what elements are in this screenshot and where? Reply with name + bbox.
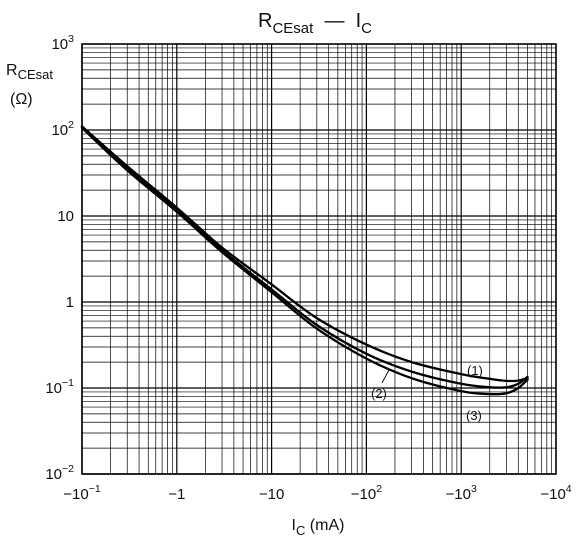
x-tick-label: −103: [446, 483, 477, 503]
xlabel-unit: (mA): [305, 517, 344, 534]
title-main-sub: CEsat: [272, 20, 314, 37]
title-var-sub: C: [361, 20, 372, 37]
title-var: I: [356, 10, 362, 32]
series-2-label: (2): [371, 386, 387, 401]
x-tick-label: −104: [540, 483, 571, 503]
x-tick-label: −10−1: [63, 483, 101, 503]
x-tick-label: −1: [168, 486, 185, 503]
y-tick-label: 103: [51, 33, 74, 53]
ylabel-sub: CEsat: [18, 67, 54, 82]
y-tick-label: 10: [57, 208, 74, 225]
grid: [81, 44, 556, 475]
y-tick-label: 10−2: [45, 463, 74, 483]
series-line-2: [80, 125, 529, 389]
chart-title: RCEsat — IC: [258, 10, 372, 37]
series-group: [80, 125, 529, 396]
series-annotations: (1) (2) (3): [371, 363, 483, 423]
x-tick-labels: −10−1 −1 −10 −102 −103 −104: [63, 483, 572, 503]
title-main: R: [258, 10, 272, 32]
series-1-label: (1): [467, 363, 483, 378]
series-3-label: (3): [466, 408, 482, 423]
x-axis-label: IC (mA): [292, 517, 345, 538]
title-dash: —: [324, 10, 344, 32]
series-line-3: [80, 126, 529, 396]
ylabel-main: R: [6, 62, 18, 79]
y-tick-label: 10−1: [45, 377, 74, 397]
series-line-1: [80, 125, 529, 383]
plot-frame: [81, 43, 557, 475]
x-tick-label: −10: [259, 486, 284, 503]
x-tick-label: −102: [351, 483, 382, 503]
y-tick-label: 1: [66, 294, 74, 311]
leader-line-2: [381, 369, 390, 384]
y-tick-labels: 10−2 10−1 1 10 102 103: [45, 33, 74, 483]
xlabel-sub: C: [296, 523, 305, 538]
y-tick-label: 102: [51, 119, 74, 139]
y-axis-label: RCEsat: [6, 62, 53, 82]
xlabel-main: I: [292, 517, 296, 534]
y-axis-unit: (Ω): [10, 91, 33, 108]
